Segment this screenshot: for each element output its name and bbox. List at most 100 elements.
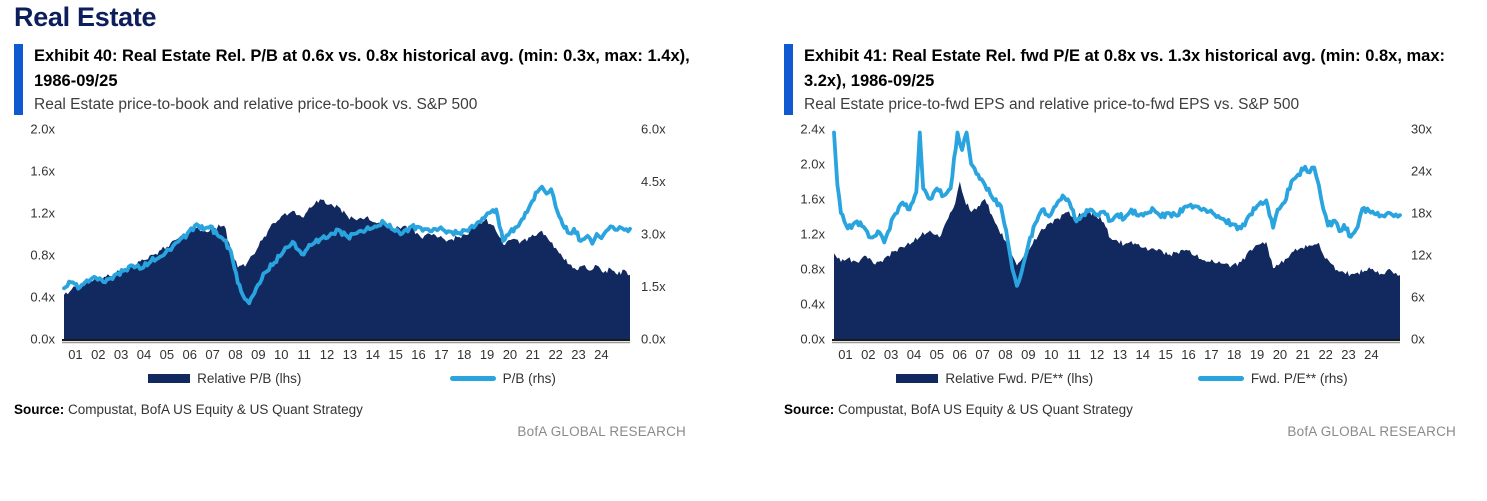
- svg-text:16: 16: [411, 347, 425, 362]
- svg-text:10: 10: [274, 347, 288, 362]
- svg-text:03: 03: [884, 347, 898, 362]
- svg-text:13: 13: [343, 347, 357, 362]
- svg-text:4.5x: 4.5x: [641, 174, 666, 189]
- svg-text:09: 09: [1021, 347, 1035, 362]
- svg-text:13: 13: [1113, 347, 1127, 362]
- source-text: Compustat, BofA US Equity & US Quant Str…: [834, 402, 1133, 418]
- svg-text:07: 07: [975, 347, 989, 362]
- svg-text:07: 07: [205, 347, 219, 362]
- svg-text:06: 06: [183, 347, 197, 362]
- price-to-book-chart-canvas: 2.0x 1.6x 1.2x 0.8x 0.4x 0.0x 6.0x 4.5x 3.0x 1.5x…: [30, 122, 666, 363]
- svg-text:18: 18: [457, 347, 471, 362]
- svg-text:06: 06: [953, 347, 967, 362]
- svg-text:0.4x: 0.4x: [30, 290, 55, 305]
- exhibit-40-figure: Exhibit 40: Real Estate Rel. P/B at 0.6x…: [14, 44, 690, 439]
- blue-line-swatch: [449, 376, 496, 382]
- svg-text:08: 08: [228, 347, 242, 362]
- svg-text:0.8x: 0.8x: [800, 262, 825, 277]
- svg-text:6.0x: 6.0x: [641, 122, 666, 137]
- exhibit-41-header: Exhibit 41: Real Estate Rel. fwd P/E at …: [784, 44, 1460, 116]
- svg-text:21: 21: [1296, 347, 1310, 362]
- svg-text:04: 04: [907, 347, 921, 362]
- source-text: Compustat, BofA US Equity & US Quant Str…: [64, 402, 363, 418]
- svg-text:10: 10: [1044, 347, 1058, 362]
- svg-text:0x: 0x: [1411, 332, 1425, 347]
- svg-text:05: 05: [930, 347, 944, 362]
- svg-text:15: 15: [1158, 347, 1172, 362]
- svg-text:01: 01: [68, 347, 82, 362]
- svg-text:11: 11: [297, 347, 311, 362]
- svg-text:22: 22: [1318, 347, 1332, 362]
- svg-text:03: 03: [114, 347, 128, 362]
- exhibit-41-title: Exhibit 41: Real Estate Rel. fwd P/E at …: [804, 47, 1446, 90]
- exhibit-41-legend: Relative Fwd. P/E** (lhs) Fwd. P/E** (rh…: [784, 371, 1460, 386]
- svg-text:18x: 18x: [1411, 206, 1432, 221]
- exhibit-41-source: Source: Compustat, BofA US Equity & US Q…: [784, 402, 1460, 417]
- svg-text:1.6x: 1.6x: [800, 192, 825, 207]
- legend-item-pb: P/B (rhs): [449, 371, 556, 386]
- svg-text:1.6x: 1.6x: [30, 164, 55, 179]
- svg-text:14: 14: [1135, 347, 1149, 362]
- legend-label: Relative Fwd. P/E** (lhs): [945, 371, 1094, 387]
- svg-text:21: 21: [526, 347, 540, 362]
- exhibit-41-figure: Exhibit 41: Real Estate Rel. fwd P/E at …: [784, 44, 1460, 439]
- navy-area-swatch: [896, 374, 939, 384]
- exhibit-40-chart: 2.0x 1.6x 1.2x 0.8x 0.4x 0.0x 6.0x 4.5x 3.0x 1.5x…: [14, 121, 690, 369]
- legend-item-relative-fwd-pe: Relative Fwd. P/E** (lhs): [896, 371, 1093, 386]
- svg-text:23: 23: [571, 347, 585, 362]
- svg-text:19: 19: [480, 347, 494, 362]
- svg-text:3.0x: 3.0x: [641, 227, 666, 242]
- svg-text:2.4x: 2.4x: [800, 122, 825, 137]
- svg-text:6x: 6x: [1411, 290, 1425, 305]
- svg-text:0.4x: 0.4x: [800, 297, 825, 312]
- exhibit-41-subtitle: Real Estate price-to-fwd EPS and relativ…: [804, 95, 1300, 113]
- navy-area-swatch: [148, 374, 191, 384]
- svg-text:23: 23: [1341, 347, 1355, 362]
- svg-text:18: 18: [1227, 347, 1241, 362]
- blue-line-swatch: [1197, 376, 1244, 382]
- source-label: Source:: [784, 402, 835, 418]
- legend-label: Fwd. P/E** (rhs): [1250, 371, 1348, 387]
- svg-text:08: 08: [998, 347, 1012, 362]
- svg-text:04: 04: [137, 347, 151, 362]
- svg-text:1.2x: 1.2x: [30, 206, 55, 221]
- svg-text:20: 20: [1273, 347, 1287, 362]
- svg-text:17: 17: [434, 347, 448, 362]
- svg-text:24: 24: [1364, 347, 1378, 362]
- exhibit-40-footer: BofA GLOBAL RESEARCH: [517, 424, 686, 440]
- fwd-pe-chart-canvas: 2.4x 2.0x 1.6x 1.2x 0.8x 0.4x 0.0x 30x 24x 18x 12x…: [800, 122, 1432, 363]
- accent-bar: [784, 44, 793, 116]
- svg-text:30x: 30x: [1411, 122, 1432, 137]
- svg-text:1.2x: 1.2x: [800, 227, 825, 242]
- svg-text:0.0x: 0.0x: [800, 332, 825, 347]
- svg-text:0.0x: 0.0x: [641, 332, 666, 347]
- svg-text:2.0x: 2.0x: [800, 157, 825, 172]
- svg-text:15: 15: [388, 347, 402, 362]
- exhibit-41-chart: 2.4x 2.0x 1.6x 1.2x 0.8x 0.4x 0.0x 30x 24x 18x 12x…: [784, 121, 1460, 369]
- page-title: Real Estate: [14, 2, 157, 32]
- exhibit-40-source: Source: Compustat, BofA US Equity & US Q…: [14, 402, 690, 417]
- legend-item-fwd-pe: Fwd. P/E** (rhs): [1197, 371, 1348, 387]
- svg-text:12x: 12x: [1411, 248, 1432, 263]
- exhibit-40-legend: Relative P/B (lhs) P/B (rhs): [14, 371, 690, 386]
- svg-text:12: 12: [1090, 347, 1104, 362]
- svg-text:24x: 24x: [1411, 164, 1432, 179]
- legend-label: Relative P/B (lhs): [197, 371, 302, 387]
- svg-text:05: 05: [160, 347, 174, 362]
- accent-bar: [14, 44, 23, 116]
- svg-text:11: 11: [1067, 347, 1081, 362]
- svg-text:1.5x: 1.5x: [641, 279, 666, 294]
- svg-text:22: 22: [548, 347, 562, 362]
- svg-text:17: 17: [1204, 347, 1218, 362]
- svg-text:09: 09: [251, 347, 265, 362]
- svg-text:12: 12: [320, 347, 334, 362]
- svg-text:24: 24: [594, 347, 608, 362]
- svg-text:02: 02: [861, 347, 875, 362]
- exhibit-40-header: Exhibit 40: Real Estate Rel. P/B at 0.6x…: [14, 44, 690, 116]
- svg-text:02: 02: [91, 347, 105, 362]
- svg-text:20: 20: [503, 347, 517, 362]
- svg-text:19: 19: [1250, 347, 1264, 362]
- svg-text:0.0x: 0.0x: [30, 332, 55, 347]
- svg-text:16: 16: [1181, 347, 1195, 362]
